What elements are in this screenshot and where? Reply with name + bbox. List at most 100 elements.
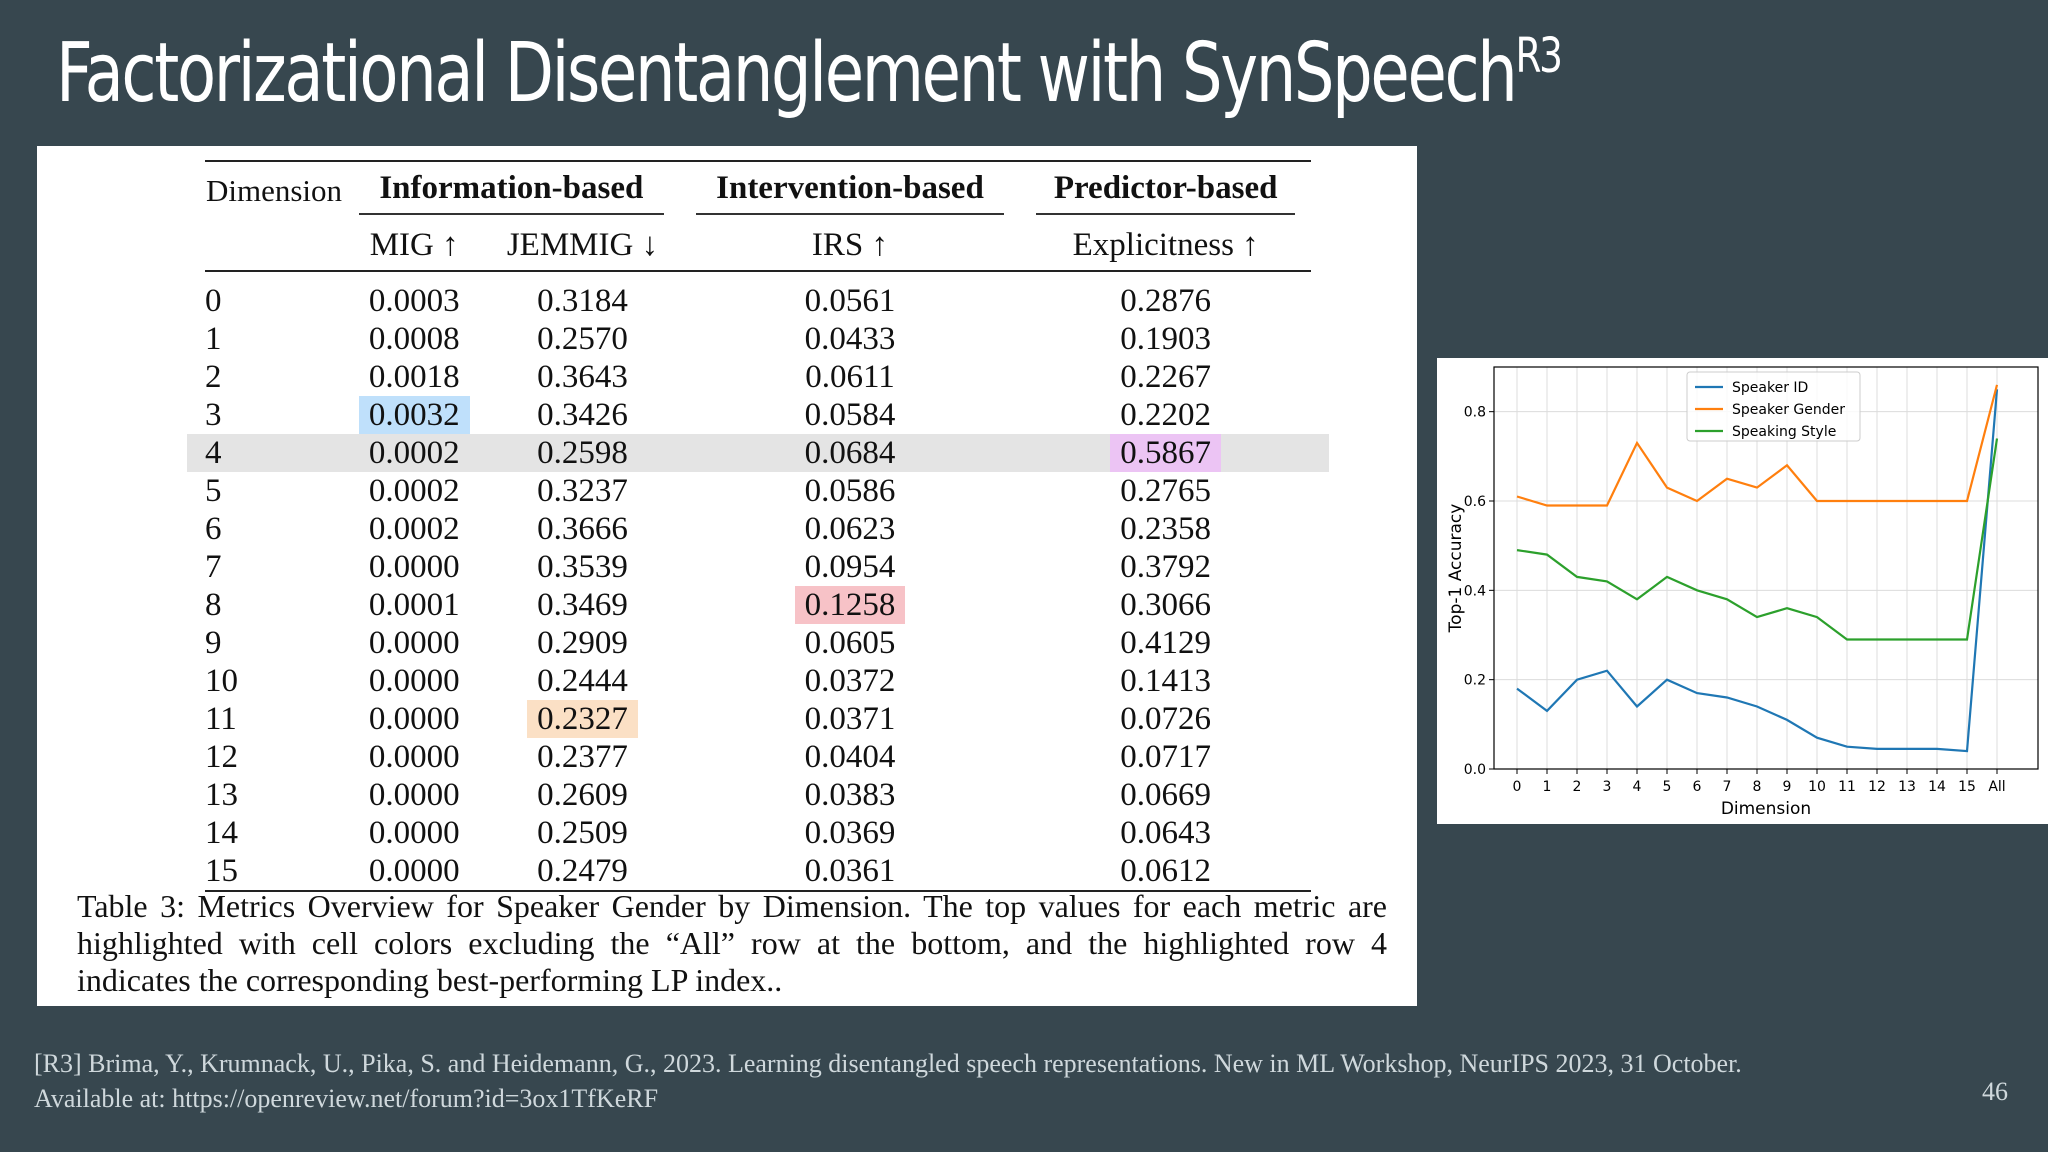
- cell-value-explicitness: 0.2358: [1120, 511, 1212, 547]
- legend-label: Speaker Gender: [1732, 402, 1845, 418]
- table-row: 10 0.0000 0.2444 0.0372 0.1413: [205, 662, 1311, 700]
- cell-irs: 0.0371: [680, 700, 1021, 738]
- cell-value-explicitness: 0.2765: [1120, 473, 1212, 509]
- cell-value-mig: 0.0018: [368, 359, 460, 395]
- dimension-header: Dimension: [205, 160, 344, 219]
- cell-dimension: 8: [205, 587, 222, 623]
- x-tick-label: 9: [1783, 779, 1792, 795]
- cell-jemmig: 0.3237: [485, 472, 679, 510]
- cell-value-explicitness: 0.5867: [1110, 434, 1222, 472]
- cell-value-jemmig: 0.3237: [537, 473, 628, 509]
- x-tick-label: 14: [1928, 779, 1946, 795]
- cell-jemmig: 0.2444: [485, 662, 679, 700]
- x-tick-label: 3: [1603, 779, 1612, 795]
- x-tick-label: 1: [1543, 779, 1552, 795]
- cell-value-explicitness: 0.2202: [1120, 397, 1212, 433]
- x-tick-label: 0: [1513, 779, 1522, 795]
- x-tick-label: 12: [1868, 779, 1886, 795]
- cell-mig: 0.0008: [343, 320, 485, 358]
- cell-value-jemmig: 0.3666: [537, 511, 628, 547]
- cell-value-mig: 0.0003: [368, 283, 460, 319]
- cell-dimension: 6: [205, 511, 222, 547]
- table-row: 3 0.0032 0.3426 0.0584 0.2202: [205, 396, 1311, 434]
- cell-explicitness: 0.2267: [1020, 358, 1311, 396]
- cell-jemmig: 0.2377: [485, 738, 679, 776]
- series-line-speaker-gender: [1516, 384, 1999, 507]
- reference-line-1: [R3] Brima, Y., Krumnack, U., Pika, S. a…: [34, 1049, 1742, 1078]
- cell-value-mig: 0.0002: [368, 511, 460, 547]
- y-axis-label: Top-1 Accuracy: [1446, 504, 1466, 634]
- cell-jemmig: 0.2598: [485, 434, 680, 472]
- cell-explicitness: 0.1903: [1020, 320, 1311, 358]
- accuracy-line-chart: 0.00.20.40.60.80 1 2 3 4 5 6 7 8 9 10 11 12 13 14 15 All…: [1446, 366, 2039, 819]
- x-tick-label: 4: [1633, 779, 1642, 795]
- cell-jemmig: 0.2479: [485, 852, 680, 892]
- cell-mig: 0.0000: [343, 814, 485, 852]
- column-header-explicitness: Explicitness ↑: [1020, 219, 1311, 272]
- cell-mig: 0.0002: [343, 434, 486, 472]
- x-tick-label: 15: [1958, 779, 1976, 795]
- table-row: 4 0.0002 0.2598 0.0684 0.5867: [205, 434, 1311, 472]
- x-tick-label: 13: [1898, 779, 1916, 795]
- cell-value-mig: 0.0008: [368, 321, 460, 357]
- cell-mig: 0.0000: [343, 700, 485, 738]
- cell-irs: 0.0561: [680, 271, 1021, 320]
- cell-value-jemmig: 0.2444: [537, 663, 628, 699]
- cell-irs: 0.0954: [680, 548, 1021, 586]
- cell-explicitness: 0.0726: [1020, 700, 1311, 738]
- cell-dimension: 2: [205, 359, 222, 395]
- table-caption: Table 3: Metrics Overview for Speaker Ge…: [77, 888, 1387, 998]
- cell-value-irs: 0.0623: [804, 511, 896, 547]
- table-row: 7 0.0000 0.3539 0.0954 0.3792: [205, 548, 1311, 586]
- dimension-header-spacer: [205, 219, 344, 272]
- cell-value-jemmig: 0.2509: [537, 815, 628, 851]
- cell-value-mig: 0.0000: [368, 625, 460, 661]
- table-row: 14 0.0000 0.2509 0.0369 0.0643: [205, 814, 1311, 852]
- cell-irs: 0.0586: [680, 472, 1021, 510]
- reference-citation: [R3] Brima, Y., Krumnack, U., Pika, S. a…: [34, 1046, 1984, 1116]
- cell-dimension: 10: [205, 663, 238, 699]
- cell-value-jemmig: 0.2570: [537, 321, 628, 357]
- x-axis-label: Dimension: [1721, 799, 1811, 819]
- cell-value-explicitness: 0.0726: [1120, 701, 1212, 737]
- metrics-table: Dimension Information-based Intervention…: [205, 160, 1311, 892]
- cell-jemmig: 0.3539: [485, 548, 679, 586]
- cell-dimension: 4: [205, 434, 344, 472]
- cell-dimension: 7: [205, 549, 222, 585]
- group-header-row: Dimension Information-based Intervention…: [205, 160, 1311, 219]
- cell-jemmig: 0.3643: [485, 358, 679, 396]
- cell-mig: 0.0003: [343, 271, 485, 320]
- cell-irs: 0.0584: [680, 396, 1021, 434]
- cell-explicitness: 0.5867: [1020, 434, 1311, 472]
- cell-irs: 0.0433: [680, 320, 1021, 358]
- x-tick-label: 6: [1693, 779, 1702, 795]
- table-row: 6 0.0002 0.3666 0.0623 0.2358: [205, 510, 1311, 548]
- table-row: 12 0.0000 0.2377 0.0404 0.0717: [205, 738, 1311, 776]
- cell-mig: 0.0002: [343, 472, 485, 510]
- cell-dimension: 12: [205, 739, 238, 775]
- cell-mig: 0.0000: [343, 738, 485, 776]
- cell-mig: 0.0000: [343, 548, 485, 586]
- table-row: 15 0.0000 0.2479 0.0361 0.0612: [205, 852, 1311, 892]
- cell-value-explicitness: 0.3792: [1120, 549, 1212, 585]
- cell-value-mig: 0.0002: [368, 435, 460, 471]
- cell-dimension: 3: [205, 397, 222, 433]
- table-row: 5 0.0002 0.3237 0.0586 0.2765: [205, 472, 1311, 510]
- cell-value-irs: 0.0954: [804, 549, 896, 585]
- cell-value-explicitness: 0.0717: [1120, 739, 1212, 775]
- cell-explicitness: 0.3066: [1020, 586, 1311, 624]
- cell-value-jemmig: 0.2479: [537, 853, 628, 889]
- table-row: 9 0.0000 0.2909 0.0605 0.4129: [205, 624, 1311, 662]
- cell-jemmig: 0.2609: [485, 776, 679, 814]
- cell-value-irs: 0.0684: [804, 435, 896, 471]
- cell-irs: 0.0383: [680, 776, 1021, 814]
- cell-explicitness: 0.3792: [1020, 548, 1311, 586]
- cell-value-irs: 0.0561: [804, 283, 896, 319]
- cell-value-explicitness: 0.2876: [1120, 283, 1212, 319]
- cell-value-mig: 0.0001: [368, 587, 460, 623]
- cell-value-jemmig: 0.2327: [527, 700, 638, 738]
- cell-explicitness: 0.1413: [1020, 662, 1311, 700]
- cell-dimension: 0: [205, 283, 222, 319]
- cell-explicitness: 0.4129: [1020, 624, 1311, 662]
- column-header-row: MIG ↑ JEMMIG ↓ IRS ↑ Explicitness ↑: [205, 219, 1311, 272]
